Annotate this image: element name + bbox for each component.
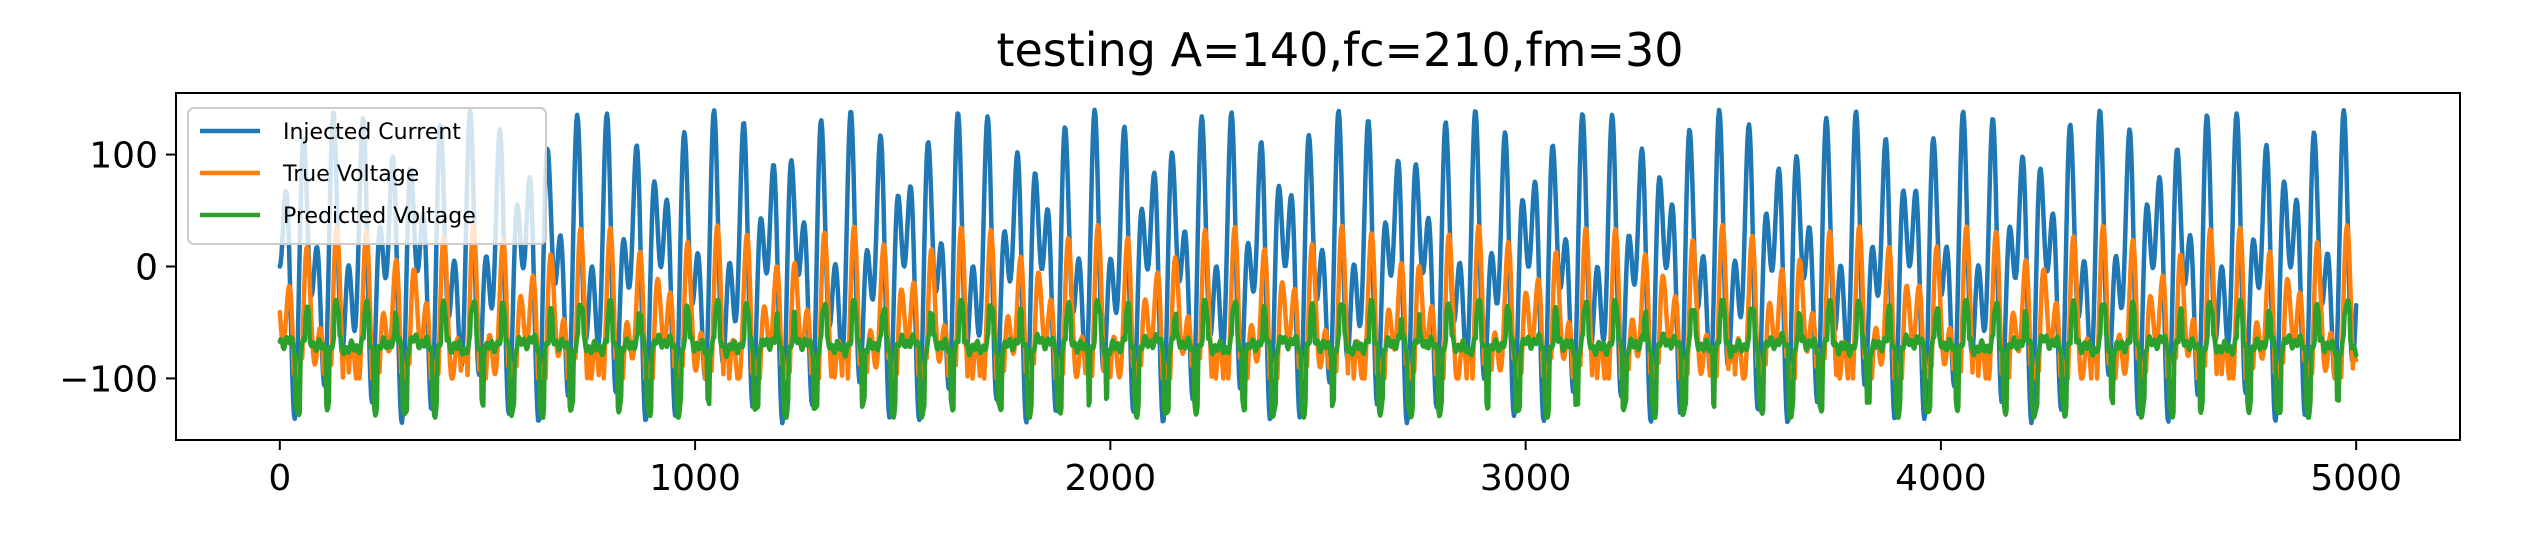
legend-box: [187, 107, 547, 245]
legend-label-true-voltage: True Voltage: [282, 162, 419, 187]
y-axis: 100 0 −100: [59, 136, 176, 400]
legend: Injected Current True Voltage Predicted …: [187, 107, 547, 245]
x-tick-label: 1000: [649, 458, 741, 499]
x-axis: 0 1000 2000 3000 4000 5000: [268, 440, 2402, 499]
y-tick-label: −100: [59, 359, 158, 400]
x-tick-label: 2000: [1065, 458, 1157, 499]
x-tick-label: 3000: [1480, 458, 1572, 499]
series-layer: [277, 107, 2359, 426]
series-injected-current: [277, 107, 2359, 426]
y-tick-label: 100: [89, 136, 158, 177]
y-tick-label: 0: [135, 248, 158, 289]
series-predicted-voltage: [277, 297, 2359, 420]
chart-title: testing A=140,fc=210,fm=30: [996, 23, 1683, 77]
legend-label-injected-current: Injected Current: [283, 120, 461, 145]
x-tick-label: 5000: [2310, 458, 2402, 499]
legend-label-predicted-voltage: Predicted Voltage: [283, 204, 476, 229]
x-tick-label: 0: [268, 458, 291, 499]
x-tick-label: 4000: [1895, 458, 1987, 499]
